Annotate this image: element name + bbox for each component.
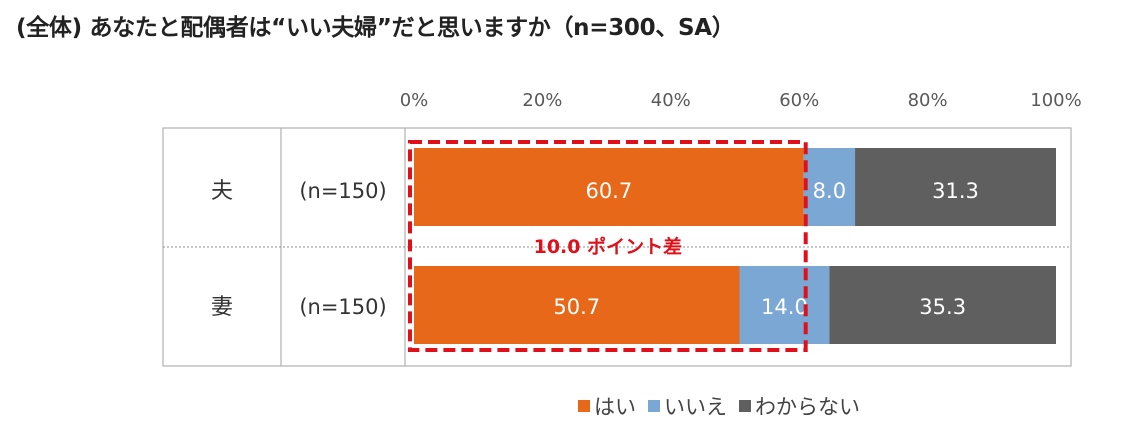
legend-label: いいえ [664, 395, 727, 419]
data-label: 14.0 [761, 295, 808, 319]
data-label: 35.3 [919, 295, 966, 319]
x-tick-label: 100% [1030, 90, 1081, 111]
x-tick-label: 40% [651, 90, 691, 111]
data-label: 31.3 [932, 179, 979, 203]
x-tick-label: 20% [522, 90, 562, 111]
legend-label: はい [594, 395, 636, 419]
annotation-box [408, 140, 808, 352]
row-label: 妻 [211, 295, 233, 320]
bar-segment [414, 266, 740, 344]
data-label: 8.0 [813, 179, 846, 203]
row-n-label: (n=150) [299, 295, 386, 319]
row-n-label: (n=150) [299, 179, 386, 203]
legend-label: わからない [755, 395, 860, 419]
chart-title: (全体) あなたと配偶者は“いい夫婦”だと思いますか（n=300、SA） [16, 15, 735, 41]
legend-item: いいえ [648, 391, 727, 421]
annotation-label: 10.0 ポイント差 [534, 235, 683, 258]
legend-swatch [739, 400, 751, 412]
x-tick-label: 60% [779, 90, 819, 111]
bar-segment [414, 148, 804, 226]
bar-segment [855, 148, 1056, 226]
bar-segment [829, 266, 1056, 344]
legend-item: はい [578, 391, 636, 421]
x-tick-label: 0% [400, 90, 429, 111]
bar-segment [803, 148, 856, 226]
legend-swatch [648, 400, 660, 412]
data-label: 60.7 [585, 179, 632, 203]
bar-segment [739, 266, 830, 344]
data-label: 50.7 [553, 295, 600, 319]
legend-item: わからない [739, 391, 860, 421]
legend-swatch [578, 400, 590, 412]
row-label: 夫 [211, 179, 233, 204]
x-tick-label: 80% [908, 90, 948, 111]
chart-legend: はい いいえ わからない [578, 391, 872, 421]
